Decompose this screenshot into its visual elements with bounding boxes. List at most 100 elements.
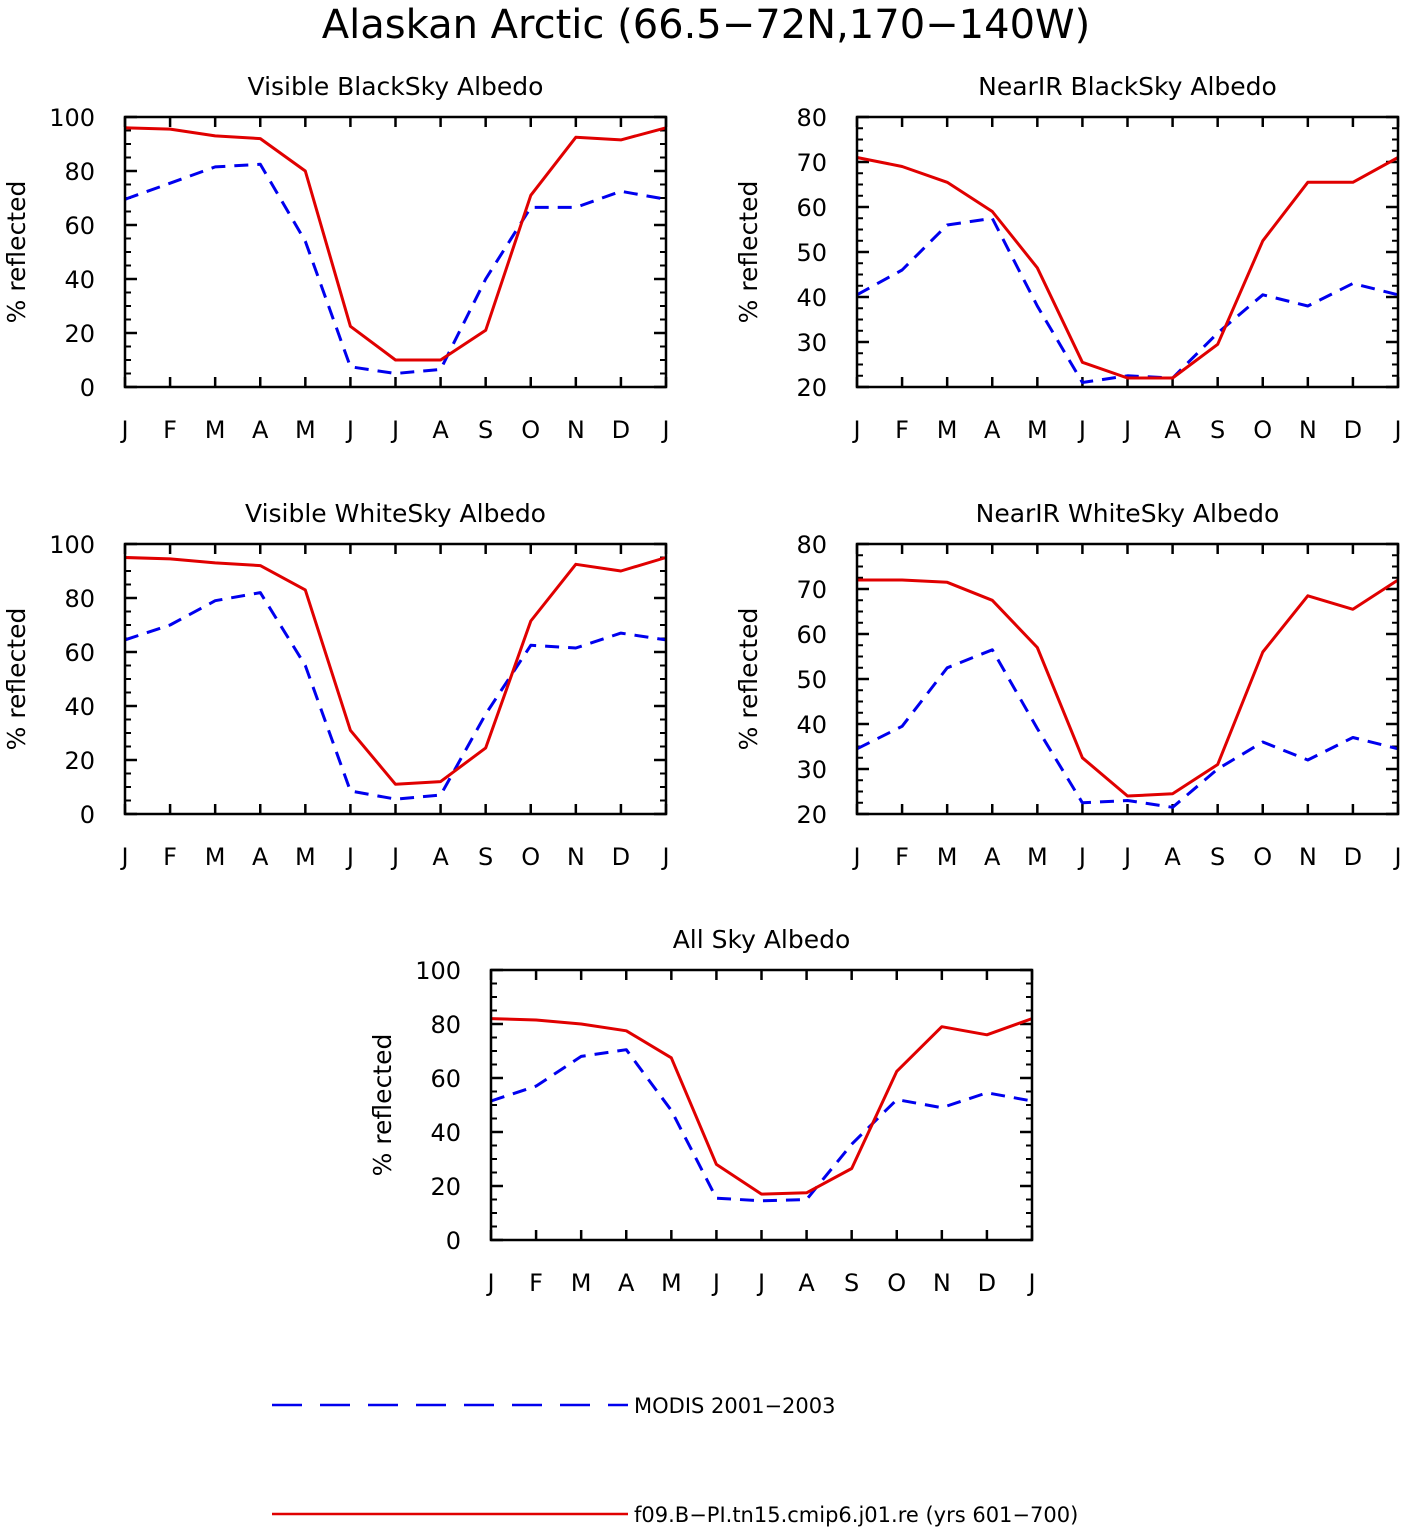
- panel-title: NearIR WhiteSky Albedo: [976, 499, 1280, 528]
- x-tick-label: S: [1210, 843, 1225, 871]
- y-tick-label: 40: [796, 711, 827, 739]
- panel-title: Visible BlackSky Albedo: [248, 72, 544, 101]
- x-tick-label: J: [711, 1269, 720, 1297]
- y-tick-label: 80: [796, 531, 827, 559]
- x-tick-label: D: [978, 1269, 996, 1297]
- model-series-line: [857, 578, 1399, 798]
- x-tick-label: M: [205, 843, 226, 871]
- y-axis-label: % reflected: [734, 181, 763, 324]
- x-tick-label: D: [612, 843, 630, 871]
- y-tick-label: 60: [796, 621, 827, 649]
- y-tick-label: 40: [796, 284, 827, 312]
- x-tick-label: S: [478, 843, 493, 871]
- y-tick-label: 80: [64, 585, 95, 613]
- x-tick-label: J: [1077, 843, 1086, 871]
- y-tick-label: 70: [796, 576, 827, 604]
- x-tick-label: A: [252, 416, 269, 444]
- x-tick-label: A: [1164, 416, 1181, 444]
- figure-title: Alaskan Arctic (66.5−72N,170−140W): [322, 2, 1090, 48]
- x-tick-label: A: [1164, 843, 1181, 871]
- y-axis-label: % reflected: [2, 608, 31, 751]
- y-tick-label: 20: [64, 747, 95, 775]
- y-tick-label: 100: [49, 531, 95, 559]
- y-tick-label: 40: [64, 693, 95, 721]
- x-tick-label: J: [390, 416, 399, 444]
- model-series-line: [490, 1017, 1033, 1196]
- y-tick-label: 0: [80, 801, 95, 829]
- y-tick-label: 30: [796, 329, 827, 357]
- x-tick-label: A: [432, 416, 449, 444]
- plot-frame: [855, 542, 1400, 816]
- y-tick-label: 70: [796, 149, 827, 177]
- y-tick-label: 50: [796, 239, 827, 267]
- x-tick-label: J: [1122, 416, 1131, 444]
- y-tick-label: 40: [430, 1119, 461, 1147]
- y-tick-label: 40: [64, 266, 95, 294]
- x-tick-label: O: [521, 416, 540, 444]
- x-tick-label: A: [984, 843, 1001, 871]
- x-tick-label: N: [1299, 843, 1317, 871]
- y-tick-label: 0: [80, 374, 95, 402]
- plot-frame: [123, 115, 668, 389]
- x-tick-label: D: [612, 416, 630, 444]
- x-tick-label: M: [937, 843, 958, 871]
- y-tick-label: 0: [446, 1227, 461, 1255]
- x-tick-label: J: [660, 843, 669, 871]
- x-tick-label: A: [432, 843, 449, 871]
- y-tick-label: 20: [796, 801, 827, 829]
- x-tick-label: J: [1392, 843, 1401, 871]
- x-tick-label: N: [567, 843, 585, 871]
- y-tick-label: 30: [796, 756, 827, 784]
- x-tick-label: D: [1344, 416, 1362, 444]
- x-tick-label: N: [1299, 416, 1317, 444]
- x-tick-label: M: [1027, 843, 1048, 871]
- y-tick-label: 80: [430, 1011, 461, 1039]
- modis-series-line: [856, 648, 1399, 809]
- x-tick-label: J: [119, 843, 128, 871]
- x-tick-label: A: [618, 1269, 635, 1297]
- x-tick-label: S: [1210, 416, 1225, 444]
- y-tick-label: 60: [796, 194, 827, 222]
- x-tick-label: M: [1027, 416, 1048, 444]
- x-tick-label: J: [1026, 1269, 1035, 1297]
- x-tick-label: M: [571, 1269, 592, 1297]
- y-tick-label: 80: [64, 158, 95, 186]
- y-tick-label: 50: [796, 666, 827, 694]
- y-tick-label: 20: [430, 1173, 461, 1201]
- panel-title: Visible WhiteSky Albedo: [245, 499, 546, 528]
- legend-model-label: f09.B−PI.tn15.cmip6.j01.re (yrs 601−700): [634, 1503, 1078, 1527]
- y-tick-label: 60: [64, 212, 95, 240]
- model-series-line: [124, 556, 667, 786]
- legend-modis-label: MODIS 2001−2003: [634, 1394, 836, 1418]
- y-tick-label: 80: [796, 104, 827, 132]
- y-axis-label: % reflected: [368, 1034, 397, 1177]
- x-tick-label: O: [1253, 843, 1272, 871]
- x-tick-label: J: [119, 416, 128, 444]
- modis-series-line: [490, 1048, 1033, 1203]
- legend: MODIS 2001−2003 f09.B−PI.tn15.cmip6.j01.…: [272, 1394, 1078, 1527]
- plot-frame: [855, 115, 1400, 389]
- x-tick-label: F: [895, 843, 909, 871]
- panel-title: NearIR BlackSky Albedo: [978, 72, 1277, 101]
- x-tick-label: S: [478, 416, 493, 444]
- x-tick-label: J: [1122, 843, 1131, 871]
- y-axis-label: % reflected: [734, 608, 763, 751]
- model-series-line: [124, 126, 667, 362]
- x-tick-label: F: [163, 416, 177, 444]
- modis-series-line: [856, 216, 1399, 384]
- y-tick-label: 100: [415, 957, 461, 985]
- x-tick-label: F: [529, 1269, 543, 1297]
- x-tick-label: J: [660, 416, 669, 444]
- x-tick-label: N: [567, 416, 585, 444]
- y-tick-label: 100: [49, 104, 95, 132]
- x-tick-label: O: [887, 1269, 906, 1297]
- y-tick-label: 60: [64, 639, 95, 667]
- x-tick-label: M: [205, 416, 226, 444]
- x-tick-label: J: [485, 1269, 494, 1297]
- modis-series-line: [124, 591, 667, 801]
